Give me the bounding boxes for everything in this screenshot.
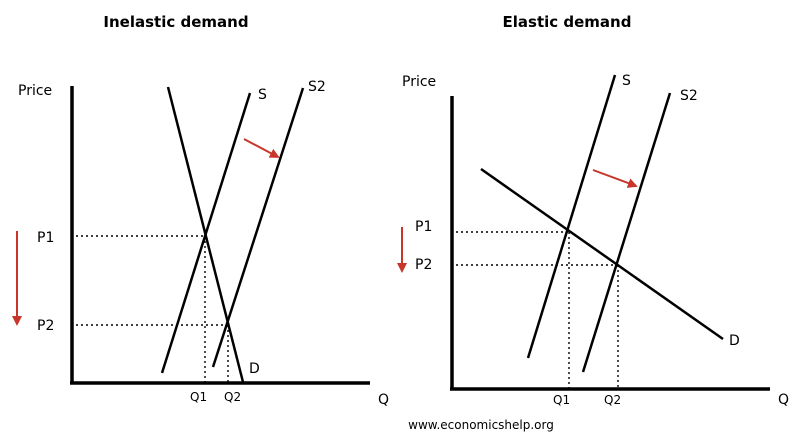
quantity-label-q1-inelastic: Q1 xyxy=(190,390,207,404)
demand-curve-elastic xyxy=(480,167,724,341)
price-label-p1-elastic: P1 xyxy=(415,219,432,235)
source-footer: www.economicshelp.org xyxy=(408,418,554,432)
x-axis-label-elastic: Q xyxy=(778,392,789,408)
supply-curve-s2-inelastic xyxy=(211,87,305,368)
price-label-p1-inelastic: P1 xyxy=(37,230,54,246)
supply-shift-arrow-elastic xyxy=(592,169,638,188)
supply-shift-arrow-inelastic xyxy=(243,138,280,158)
y-axis-label-inelastic: Price xyxy=(18,83,52,99)
supply-curve-s-inelastic xyxy=(160,92,252,374)
quantity-label-q2-inelastic: Q2 xyxy=(224,390,241,404)
supply-label-s-inelastic: S xyxy=(258,87,267,103)
panel-title-elastic: Elastic demand xyxy=(503,13,632,31)
supply-label-s2-elastic: S2 xyxy=(680,88,698,104)
quantity-label-q1-elastic: Q1 xyxy=(553,393,570,407)
demand-label-inelastic: D xyxy=(249,361,260,377)
panel-inelastic: Inelastic demand Price Q S S2 D P1 P2 Q1… xyxy=(12,13,389,408)
y-axis-label-elastic: Price xyxy=(402,74,436,90)
panel-elastic: Elastic demand Price Q S S2 D P1 P2 Q1 Q… xyxy=(397,13,789,408)
x-axis-label-inelastic: Q xyxy=(378,392,389,408)
demand-label-elastic: D xyxy=(729,333,740,349)
supply-label-s-elastic: S xyxy=(622,73,631,89)
supply-label-s2-inelastic: S2 xyxy=(308,79,326,95)
price-label-p2-elastic: P2 xyxy=(415,257,432,273)
panel-title-inelastic: Inelastic demand xyxy=(103,13,248,31)
quantity-label-q2-elastic: Q2 xyxy=(604,393,621,407)
supply-curve-s2-elastic xyxy=(581,92,672,373)
price-label-p2-inelastic: P2 xyxy=(37,318,54,334)
supply-curve-s-elastic xyxy=(526,74,617,359)
